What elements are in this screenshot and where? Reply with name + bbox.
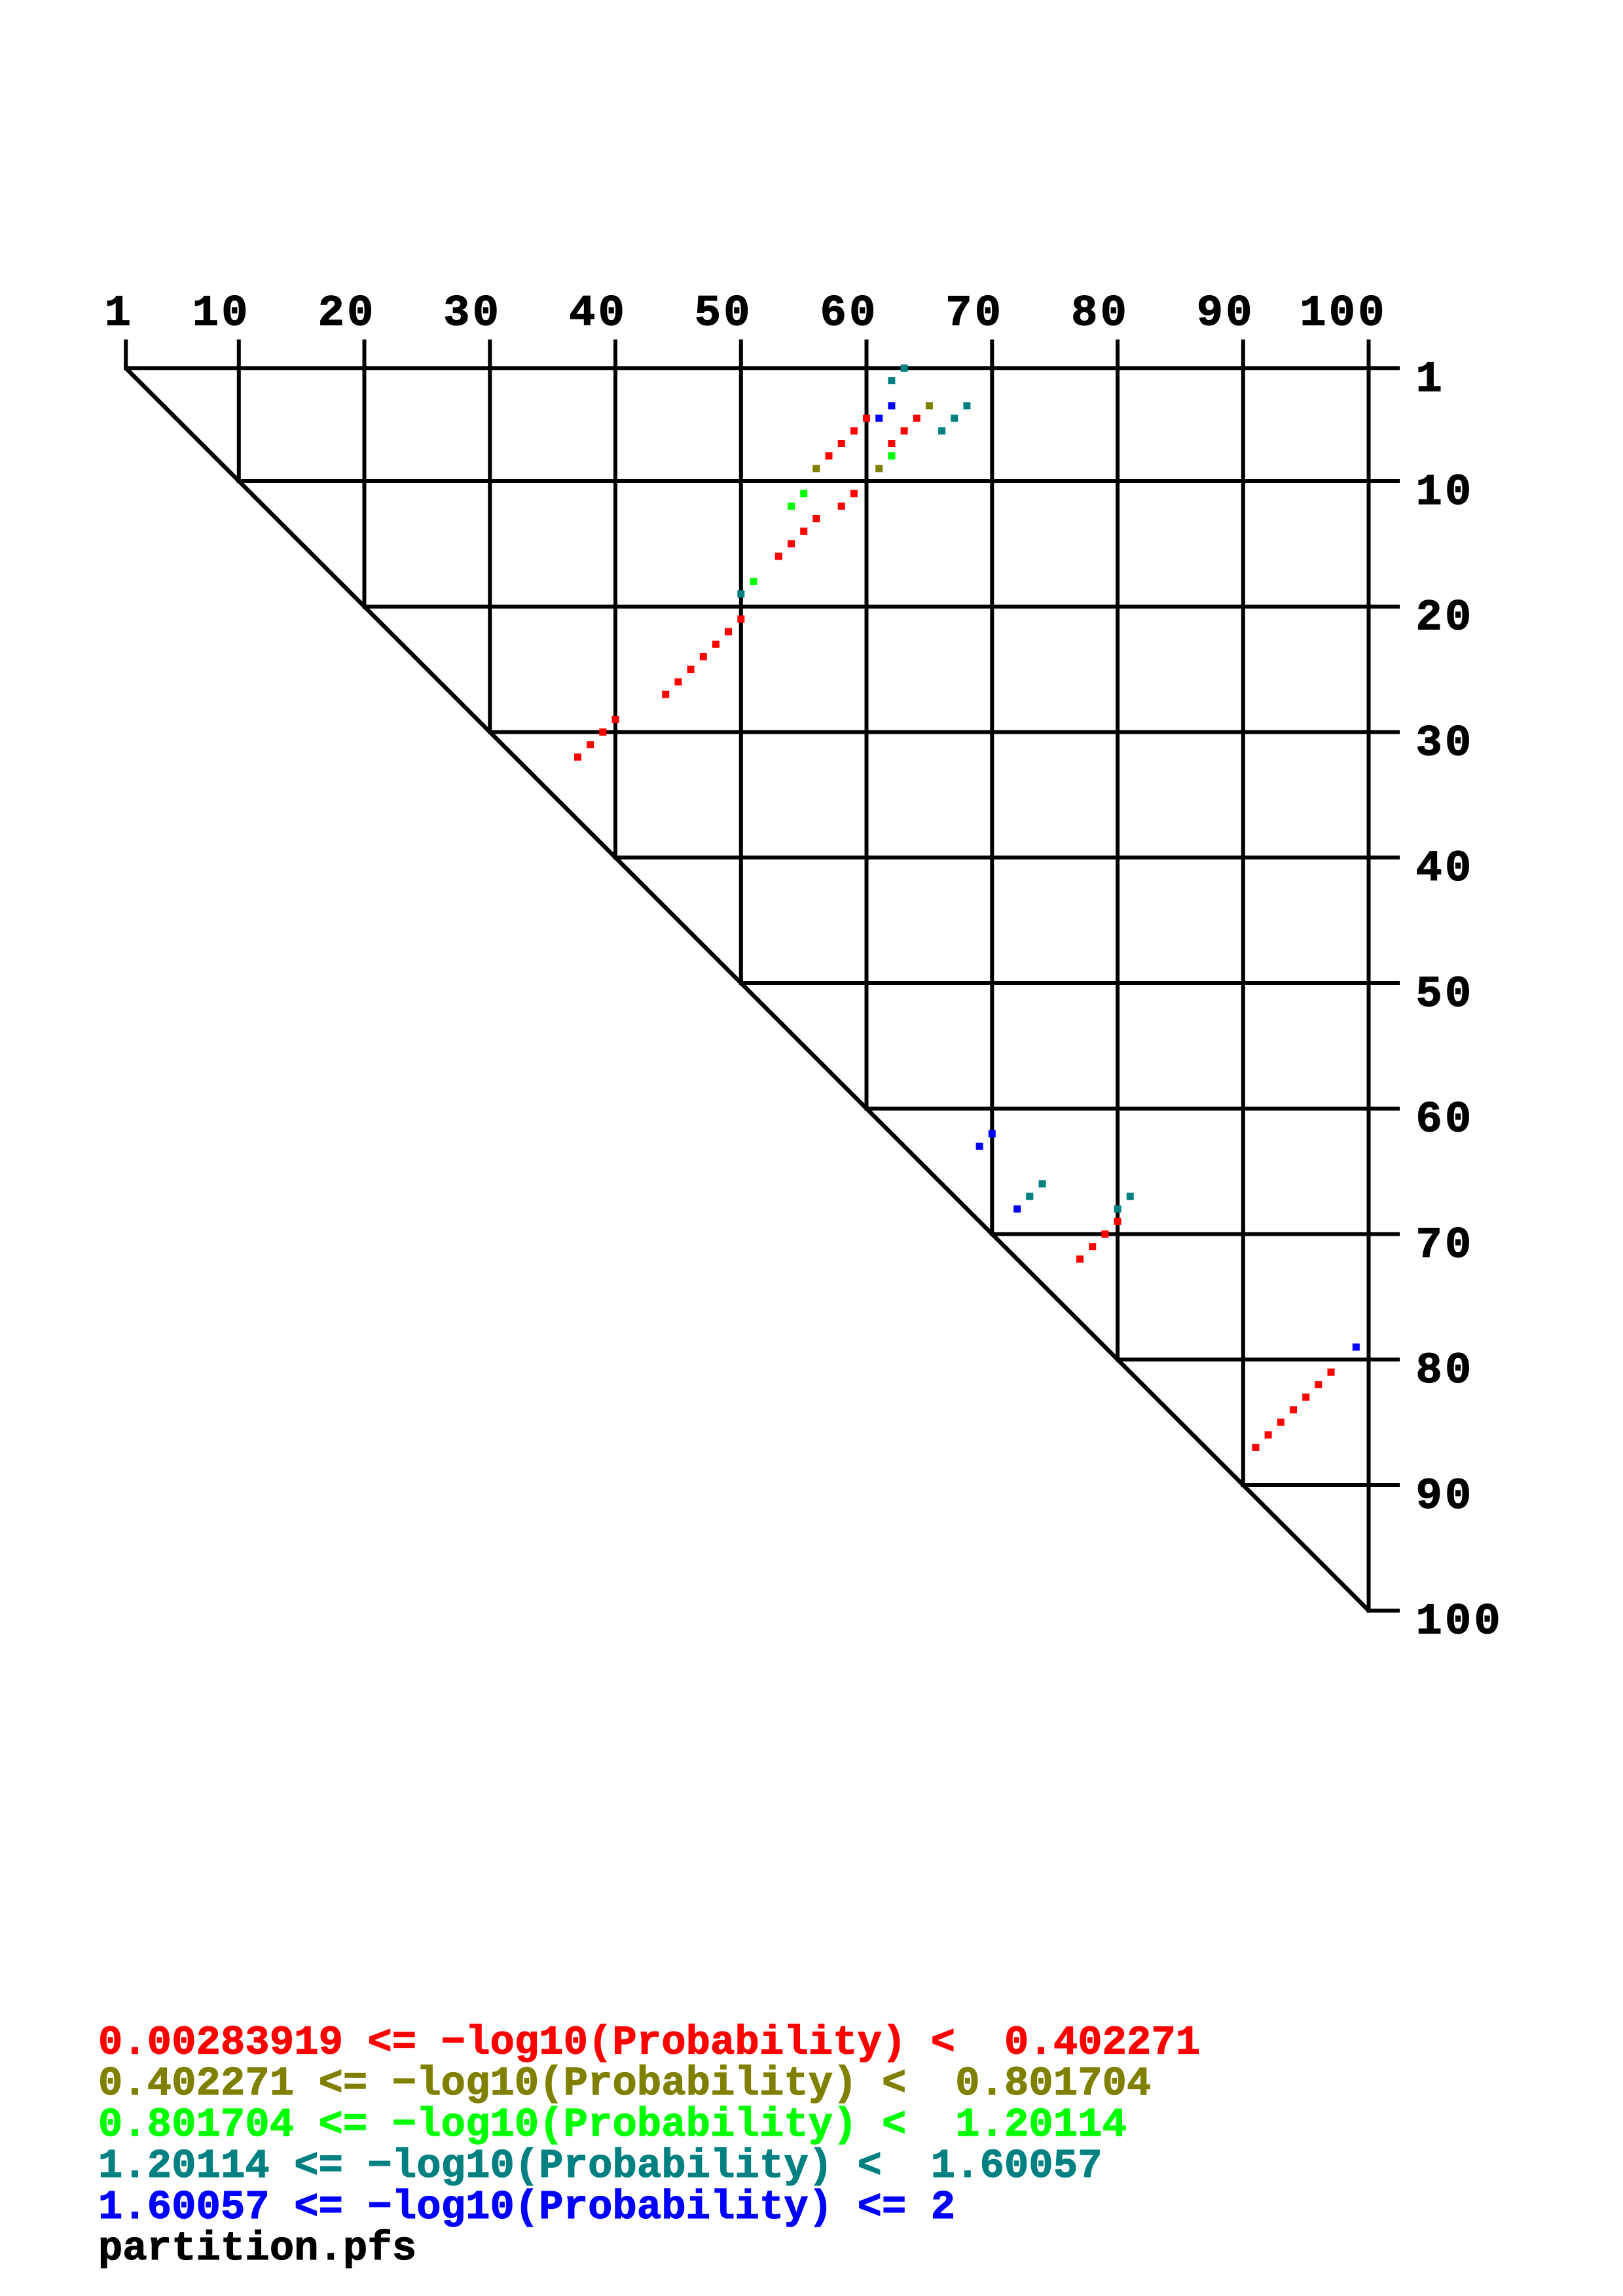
svg-text:0.801704 <= −log10(Probability: 0.801704 <= −log10(Probability) < 1.2011… xyxy=(98,2102,1127,2148)
svg-text:50: 50 xyxy=(695,289,753,339)
svg-text:20: 20 xyxy=(318,289,376,339)
svg-text:1.60057 <= −log10(Probability): 1.60057 <= −log10(Probability) <= 2 xyxy=(98,2184,955,2231)
svg-text:80: 80 xyxy=(1071,289,1129,339)
svg-text:60: 60 xyxy=(1416,1096,1474,1145)
svg-text:1.20114 <= −log10(Probability): 1.20114 <= −log10(Probability) < 1.60057 xyxy=(98,2143,1103,2189)
svg-text:partition.pfs: partition.pfs xyxy=(98,2225,416,2272)
svg-text:10: 10 xyxy=(192,289,251,339)
svg-text:70: 70 xyxy=(1416,1221,1474,1271)
svg-text:1: 1 xyxy=(105,289,134,339)
svg-text:1: 1 xyxy=(1416,355,1446,404)
svg-text:90: 90 xyxy=(1197,289,1255,339)
svg-text:40: 40 xyxy=(569,289,627,339)
svg-text:0.00283919 <= −log10(Probabili: 0.00283919 <= −log10(Probability) < 0.40… xyxy=(98,2019,1200,2066)
svg-text:60: 60 xyxy=(820,289,879,339)
svg-text:10: 10 xyxy=(1416,468,1474,518)
svg-text:100: 100 xyxy=(1300,289,1387,339)
svg-text:30: 30 xyxy=(1416,719,1474,769)
svg-text:80: 80 xyxy=(1416,1346,1474,1396)
svg-text:40: 40 xyxy=(1416,844,1474,894)
svg-text:30: 30 xyxy=(443,289,501,339)
svg-text:90: 90 xyxy=(1416,1472,1474,1522)
svg-text:20: 20 xyxy=(1416,594,1474,643)
svg-text:70: 70 xyxy=(945,289,1004,339)
svg-text:0.402271 <= −log10(Probability: 0.402271 <= −log10(Probability) < 0.8017… xyxy=(98,2060,1151,2107)
svg-text:50: 50 xyxy=(1416,970,1474,1020)
svg-text:100: 100 xyxy=(1416,1598,1504,1647)
